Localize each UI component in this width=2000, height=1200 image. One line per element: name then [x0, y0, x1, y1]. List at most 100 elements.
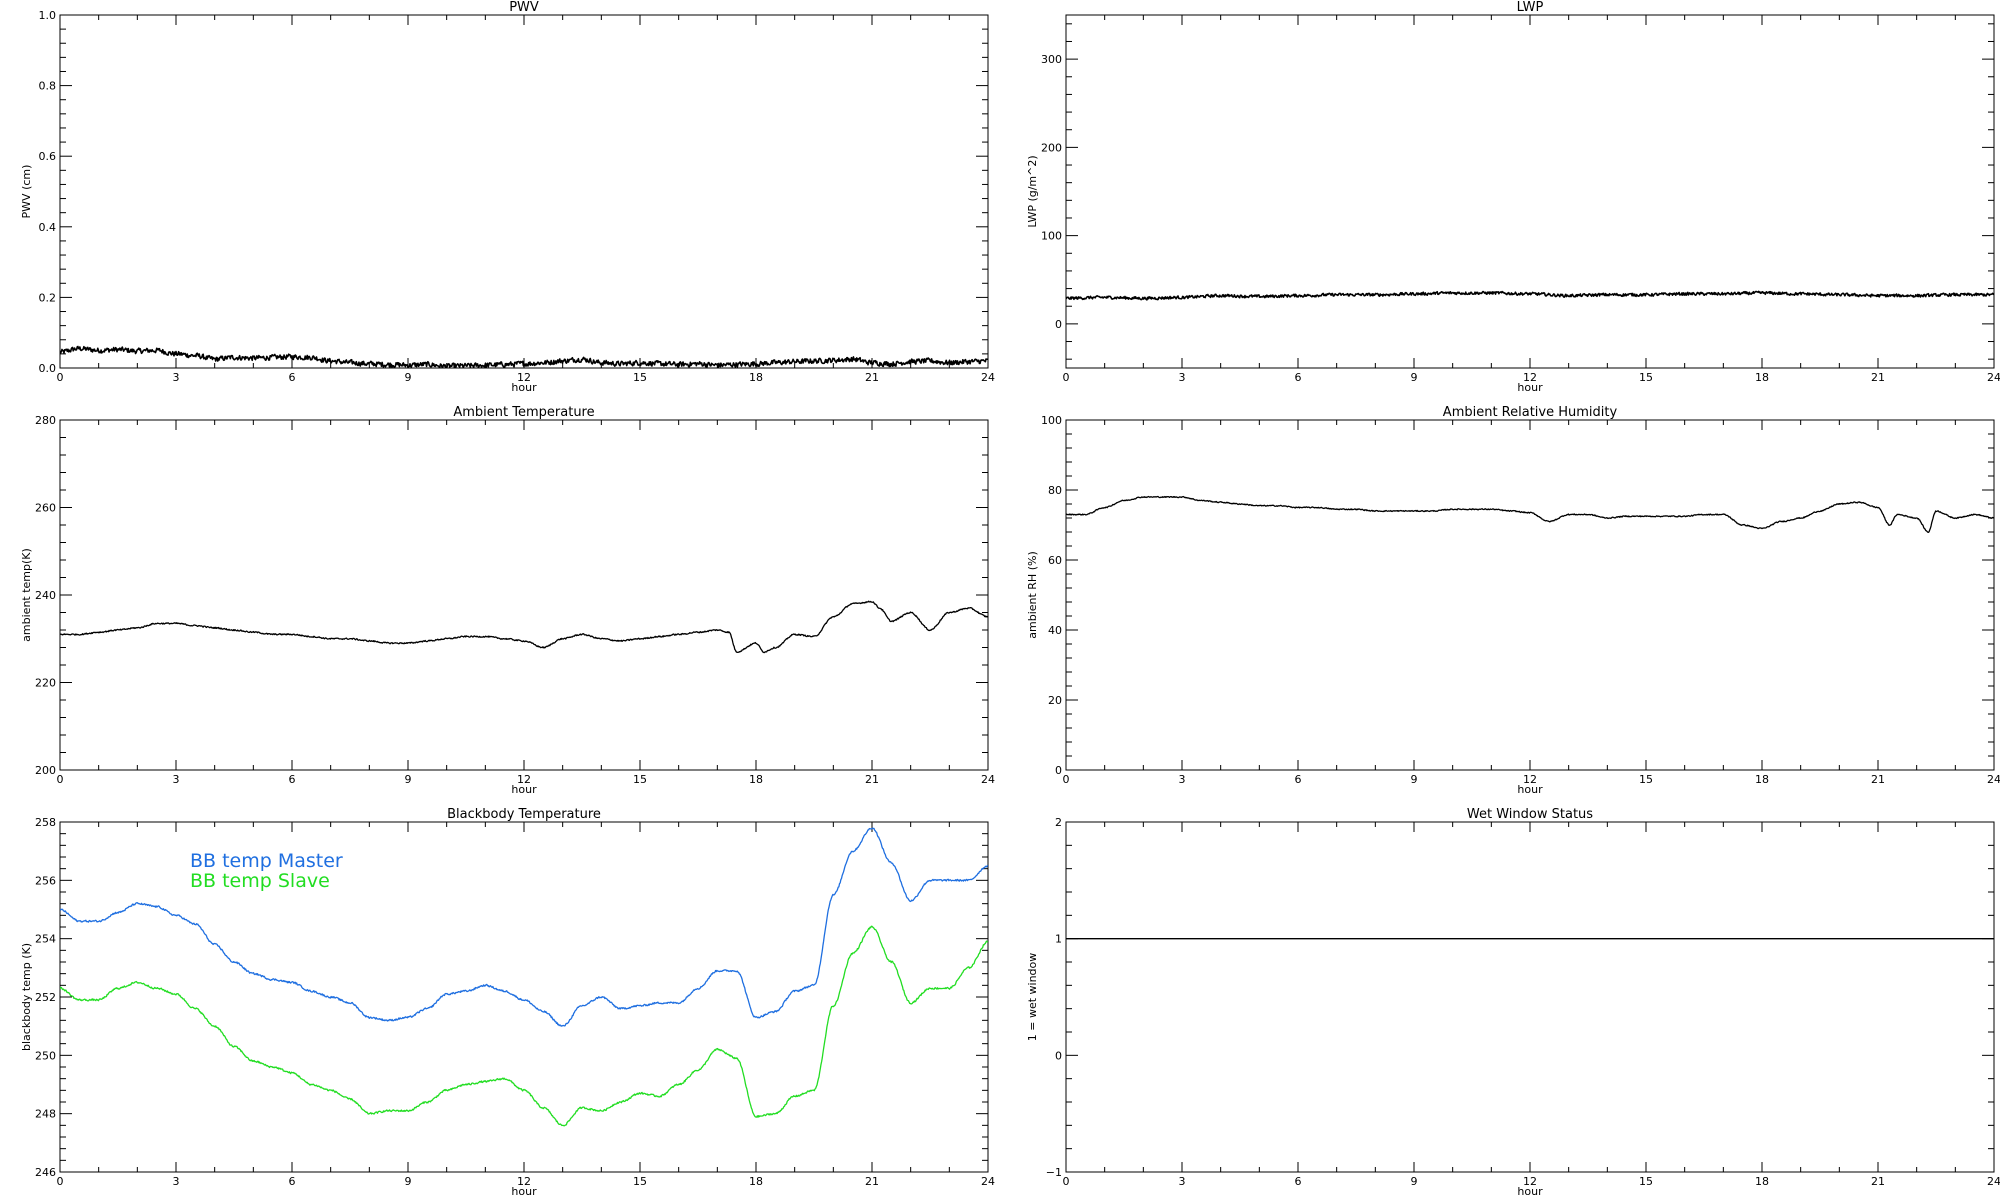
x-tick-label: 18 — [1755, 1175, 1769, 1188]
panel-blackbody-temperature: Blackbody Temperature 0 3 6 9 12 15 18 21 24 246 24… — [20, 807, 995, 1198]
x-tick-label: 3 — [173, 371, 180, 384]
y-axis-label: blackbody temp (K) — [20, 943, 33, 1051]
x-tick-label: 6 — [1295, 1175, 1302, 1188]
y-tick-label: 0.8 — [39, 80, 57, 93]
x-tick-label: 12 — [1523, 1175, 1537, 1188]
x-tick-label: 12 — [517, 773, 531, 786]
y-axis-label: LWP (g/m^2) — [1026, 155, 1039, 227]
y-axis-label: ambient temp(K) — [20, 548, 33, 642]
x-axis-label: hour — [511, 1185, 537, 1198]
y-tick-label: 240 — [35, 589, 56, 602]
series-line-bb-temp-slave — [60, 925, 988, 1127]
y-tick-label: 100 — [1041, 230, 1062, 243]
x-tick-label: 21 — [865, 371, 879, 384]
plot-frame — [59, 419, 989, 771]
plot-frame — [1065, 419, 1995, 771]
y-tick-label: 260 — [35, 502, 56, 515]
x-tick-label: 24 — [981, 1175, 995, 1188]
x-tick-label: 24 — [981, 773, 995, 786]
x-tick-label: 3 — [173, 1175, 180, 1188]
x-tick-label: 18 — [1755, 773, 1769, 786]
x-tick-label: 18 — [749, 773, 763, 786]
plot-frame — [1065, 14, 1995, 369]
x-tick-label: 9 — [1411, 371, 1418, 384]
x-tick-label: 6 — [1295, 773, 1302, 786]
y-tick-label: 0.4 — [39, 221, 57, 234]
x-tick-label: 15 — [1639, 371, 1653, 384]
x-tick-label: 12 — [1523, 371, 1537, 384]
plot-frame — [59, 14, 989, 369]
x-tick-label: 24 — [1987, 1175, 2000, 1188]
y-tick-label: 0.2 — [39, 291, 57, 304]
x-tick-label: 0 — [1063, 1175, 1070, 1188]
x-tick-label: 3 — [1179, 371, 1186, 384]
x-tick-label: 15 — [633, 371, 647, 384]
y-tick-label: 246 — [35, 1166, 56, 1179]
chart-title: Blackbody Temperature — [447, 807, 601, 822]
x-tick-label: 3 — [173, 773, 180, 786]
x-axis-label: hour — [1517, 381, 1543, 394]
y-tick-label: −1 — [1046, 1166, 1062, 1179]
x-tick-label: 21 — [1871, 1175, 1885, 1188]
panel-ambient-relative-humidity: Ambient Relative Humidity 0 3 6 9 12 15 18 21 24 0… — [1026, 405, 2000, 796]
x-tick-label: 15 — [1639, 773, 1653, 786]
chart-title: Wet Window Status — [1467, 807, 1593, 822]
y-tick-label: 248 — [35, 1108, 56, 1121]
x-tick-label: 6 — [289, 371, 296, 384]
y-tick-label: 0 — [1055, 318, 1062, 331]
x-tick-label: 3 — [1179, 773, 1186, 786]
y-tick-label: 0.6 — [39, 150, 57, 163]
x-tick-label: 12 — [517, 1175, 531, 1188]
x-tick-label: 24 — [1987, 371, 2000, 384]
x-axis-label: hour — [1517, 1185, 1543, 1198]
series-line — [1066, 290, 1994, 301]
x-tick-label: 0 — [57, 773, 64, 786]
x-tick-label: 0 — [57, 371, 64, 384]
x-tick-label: 18 — [749, 1175, 763, 1188]
x-tick-label: 24 — [981, 371, 995, 384]
y-tick-label: 100 — [1041, 414, 1062, 427]
y-tick-label: 0.0 — [39, 362, 57, 375]
x-tick-label: 21 — [865, 773, 879, 786]
x-tick-label: 21 — [865, 1175, 879, 1188]
x-tick-label: 15 — [633, 773, 647, 786]
y-tick-label: 256 — [35, 874, 56, 887]
x-tick-label: 0 — [57, 1175, 64, 1188]
x-tick-label: 9 — [1411, 773, 1418, 786]
x-tick-label: 9 — [405, 1175, 412, 1188]
x-tick-label: 18 — [749, 371, 763, 384]
plot-frame — [1065, 821, 1995, 1173]
y-tick-label: 200 — [1041, 141, 1062, 154]
legend-entry: BB temp Master — [190, 850, 343, 872]
series-line-bb-temp-master — [60, 827, 988, 1027]
x-tick-label: 9 — [405, 773, 412, 786]
y-axis-label: ambient RH (%) — [1026, 551, 1039, 639]
x-axis-label: hour — [511, 783, 537, 796]
panel-lwp: LWP 0 3 6 9 12 15 18 21 24 0 100 200 300 hour LWP (g/m^… — [1026, 0, 2000, 394]
y-tick-label: 200 — [35, 764, 56, 777]
x-tick-label: 6 — [1295, 371, 1302, 384]
x-tick-label: 0 — [1063, 371, 1070, 384]
y-tick-label: 0 — [1055, 1049, 1062, 1062]
y-tick-label: 250 — [35, 1049, 56, 1062]
chart-title: Ambient Temperature — [453, 405, 594, 420]
y-axis-label: PWV (cm) — [20, 165, 33, 219]
chart-title: LWP — [1517, 0, 1544, 15]
series-line — [1066, 495, 1994, 533]
x-axis-label: hour — [511, 381, 537, 394]
y-tick-label: 300 — [1041, 53, 1062, 66]
y-tick-label: 254 — [35, 933, 56, 946]
y-tick-label: 80 — [1048, 484, 1062, 497]
x-tick-label: 0 — [1063, 773, 1070, 786]
x-tick-label: 15 — [633, 1175, 647, 1188]
chart-title: Ambient Relative Humidity — [1443, 405, 1618, 420]
y-tick-label: 220 — [35, 677, 56, 690]
x-tick-label: 21 — [1871, 371, 1885, 384]
x-tick-label: 12 — [517, 371, 531, 384]
panel-pwv: PWV 0 3 6 9 12 15 18 21 24 0.0 0.2 0.4 0.6 0.8 1.0 hour P… — [20, 0, 995, 394]
x-tick-label: 24 — [1987, 773, 2000, 786]
y-tick-label: 1.0 — [39, 9, 57, 22]
x-tick-label: 3 — [1179, 1175, 1186, 1188]
x-tick-label: 9 — [1411, 1175, 1418, 1188]
